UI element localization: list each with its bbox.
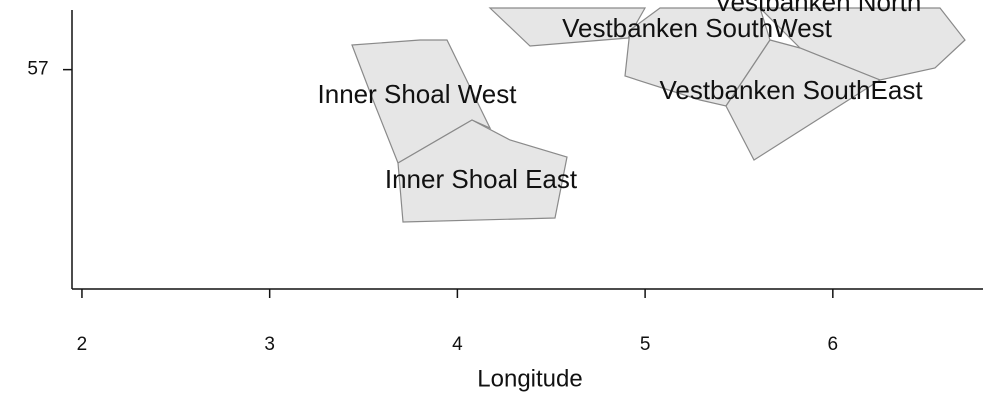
x-axis-label: Longitude: [477, 365, 582, 392]
region-label: Inner Shoal West: [318, 79, 518, 109]
region-label: Vestbanken North: [715, 0, 922, 17]
region-shape: [351, 39, 492, 164]
x-tick-label: 4: [452, 334, 463, 355]
x-tick-label: 3: [264, 334, 275, 355]
region-label: Inner Shoal East: [385, 164, 578, 194]
region-shape: [624, 7, 771, 107]
x-tick-label: 2: [77, 334, 88, 355]
region-label: Vestbanken SouthEast: [659, 75, 923, 105]
region-shape: [725, 39, 882, 161]
region-label: Vestbanken SouthWest: [562, 13, 833, 43]
regions: [351, 7, 966, 223]
region-shape: [488, 7, 647, 47]
x-tick-label: 5: [640, 334, 651, 355]
y-tick-label: 57: [27, 59, 48, 80]
region-shape: [397, 119, 568, 223]
x-tick-label: 6: [828, 334, 839, 355]
